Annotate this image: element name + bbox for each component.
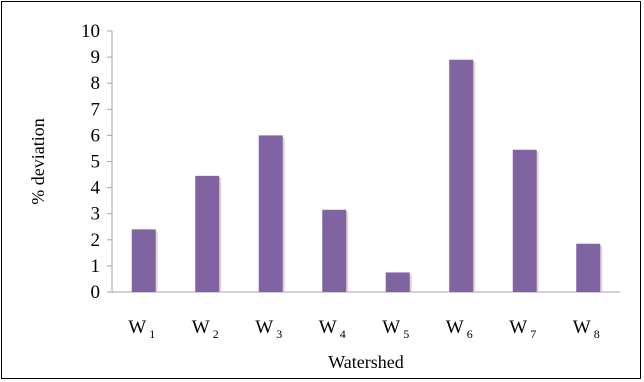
y-tick-label: 8: [91, 73, 101, 94]
y-tick-label: 0: [91, 282, 101, 303]
bar: [576, 243, 601, 292]
y-tick-label: 10: [81, 21, 100, 42]
y-tick-label: 3: [91, 204, 101, 225]
y-axis-ticks: 0 1 2 3 4 5 6 7 8 9 10: [81, 21, 112, 303]
bar: [512, 149, 537, 292]
bar: [258, 135, 283, 292]
y-tick-label: 2: [91, 230, 101, 251]
x-axis-title: Watershed: [328, 352, 404, 372]
y-tick-label: 9: [91, 47, 101, 68]
bars: [131, 59, 603, 293]
bar: [195, 175, 220, 292]
y-tick-label: 1: [91, 256, 101, 277]
bar: [385, 272, 410, 292]
y-tick-label: 7: [91, 99, 101, 120]
bar: [322, 209, 347, 292]
y-tick-label: 5: [91, 152, 101, 173]
y-tick-label: 4: [91, 178, 101, 199]
bar: [449, 59, 474, 293]
bar: [131, 229, 156, 292]
y-tick-label: 6: [91, 125, 101, 146]
y-axis-title: % deviation: [28, 118, 48, 204]
axes: [111, 31, 620, 293]
